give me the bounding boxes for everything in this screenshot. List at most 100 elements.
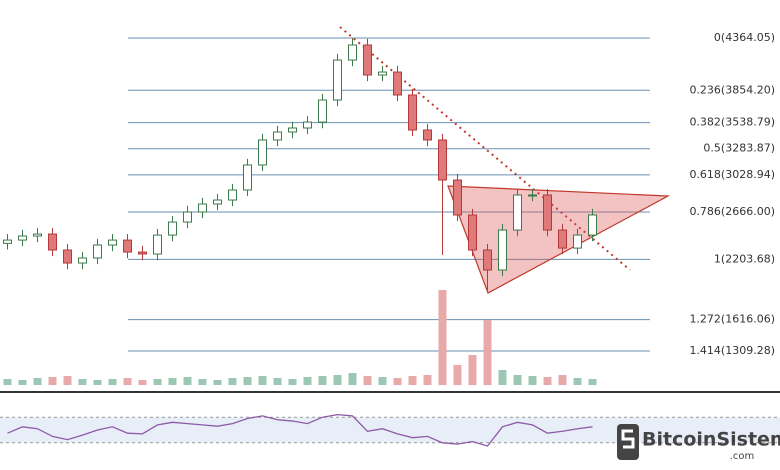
- volume-bar: [453, 365, 462, 385]
- candle-body: [48, 233, 57, 251]
- volume-bar: [498, 370, 507, 385]
- candle-body: [423, 129, 432, 141]
- volume-bar: [168, 378, 177, 385]
- fib-label: 1(2203.68): [714, 252, 775, 265]
- rsi-band: [0, 417, 780, 443]
- candle-body: [63, 249, 72, 264]
- volume-bar: [303, 377, 312, 385]
- candle-body: [543, 194, 552, 231]
- rsi-line: [7, 413, 593, 447]
- volume-bar: [378, 377, 387, 385]
- volume-bar: [213, 380, 222, 385]
- candle-body: [18, 235, 27, 241]
- candle-body: [123, 239, 132, 253]
- candle-body: [438, 139, 447, 181]
- candle-body: [288, 127, 297, 133]
- candle-body: [93, 244, 102, 259]
- candle-body: [333, 59, 342, 101]
- volume-bar: [33, 378, 42, 385]
- candle-body: [363, 44, 372, 76]
- volume-bar: [348, 373, 357, 385]
- candle-body: [78, 257, 87, 264]
- fib-label: 0(4364.05): [714, 31, 775, 44]
- candle-body: [408, 94, 417, 131]
- volume-bar: [483, 320, 492, 385]
- volume-bar: [3, 379, 12, 385]
- volume-bar: [123, 378, 132, 385]
- volume-bar: [588, 379, 597, 385]
- volume-bar: [18, 380, 27, 385]
- fib-label: 0.382(3538.79): [689, 116, 775, 129]
- fib-label: 1.414(1309.28): [689, 344, 775, 357]
- watermark-name: BitcoinSistemi: [642, 429, 780, 451]
- watermark-suffix: .com: [730, 451, 755, 462]
- rsi-group: [0, 413, 780, 447]
- candle-body: [558, 229, 567, 249]
- volume-bar: [363, 376, 372, 385]
- logo-icon: [617, 424, 639, 460]
- volume-bar: [198, 379, 207, 385]
- candle-body: [588, 214, 597, 236]
- candle-body: [528, 194, 537, 197]
- fib-label: 0.786(2666.00): [689, 205, 775, 218]
- volume-bar: [573, 378, 582, 385]
- candle-body: [153, 234, 162, 255]
- candle-body: [168, 221, 177, 236]
- volume-bar: [528, 376, 537, 385]
- candle-body: [108, 239, 117, 246]
- volume-bar: [153, 379, 162, 385]
- volume-bar: [513, 375, 522, 385]
- volume-bar: [423, 375, 432, 385]
- candle-body: [468, 214, 477, 251]
- watermark: BitcoinSistemi .com: [617, 424, 780, 462]
- fib-label: 1.272(1616.06): [689, 313, 775, 326]
- volume-bar: [273, 378, 282, 385]
- volume-bar: [438, 290, 447, 385]
- candle-body: [573, 234, 582, 249]
- candle-body: [243, 164, 252, 191]
- fib-label: 0.236(3854.20): [689, 83, 775, 96]
- candle-body: [228, 189, 237, 201]
- candle-body: [513, 194, 522, 231]
- volume-bar: [318, 376, 327, 385]
- volume-bar: [393, 378, 402, 385]
- candle-body: [378, 71, 387, 76]
- candle-body: [3, 239, 12, 244]
- volume-bar: [543, 377, 552, 385]
- candle-body: [498, 229, 507, 271]
- volume-bar: [108, 379, 117, 385]
- volume-group: [3, 290, 597, 385]
- candle-body: [198, 203, 207, 213]
- candle-body: [393, 71, 402, 96]
- candle-body: [138, 251, 147, 255]
- candle-body: [273, 131, 282, 141]
- volume-bar: [243, 377, 252, 385]
- volume-bar: [138, 380, 147, 385]
- candle-body: [258, 139, 267, 166]
- logo-glyph: [621, 429, 635, 449]
- fib-label: 0.618(3028.94): [689, 168, 775, 181]
- volume-bar: [63, 376, 72, 385]
- volume-bar: [558, 375, 567, 385]
- volume-bar: [468, 355, 477, 385]
- candle-body: [483, 249, 492, 271]
- candle-body: [33, 233, 42, 237]
- fib-label: 0.5(3283.87): [703, 142, 775, 155]
- volume-bar: [333, 375, 342, 385]
- candle-body: [183, 211, 192, 223]
- fib-group: 0(4364.05) 0.236(3854.20) 0.382(3538.79) 0.…: [128, 31, 775, 357]
- volume-bar: [288, 379, 297, 385]
- candle-group: [3, 38, 597, 290]
- volume-bar: [183, 377, 192, 385]
- candle-body: [453, 179, 462, 216]
- volume-bar: [258, 376, 267, 385]
- candle-body: [303, 121, 312, 129]
- candle-body: [213, 199, 222, 205]
- volume-bar: [78, 379, 87, 385]
- volume-bar: [93, 380, 102, 385]
- candle-body: [348, 44, 357, 61]
- volume-bar: [48, 377, 57, 385]
- volume-bar: [228, 378, 237, 385]
